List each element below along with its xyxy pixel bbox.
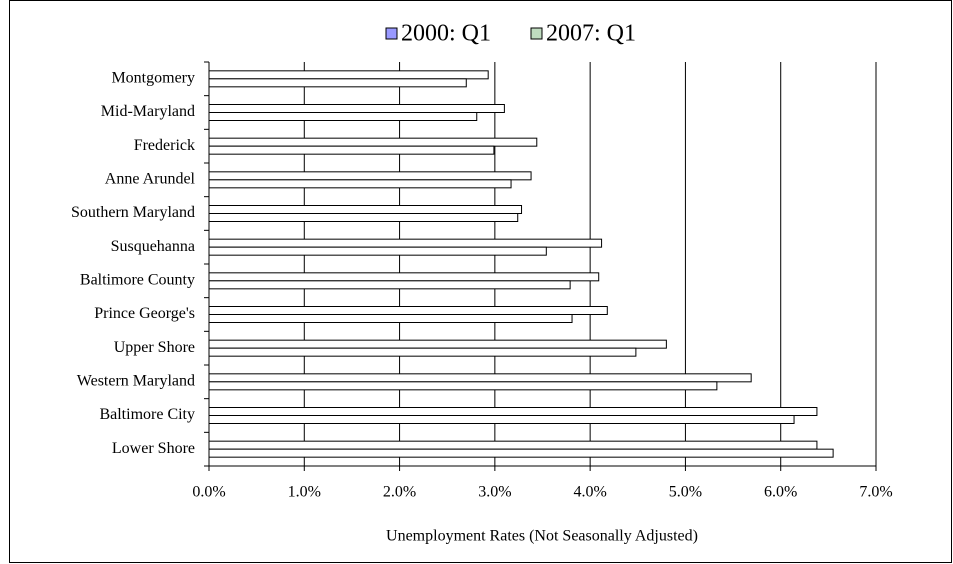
y-tick-label: Frederick: [134, 137, 195, 154]
bar: [208, 339, 667, 349]
bar: [208, 347, 637, 357]
x-tick-label: 6.0%: [764, 484, 797, 501]
legend-swatch: [530, 27, 543, 40]
bar: [208, 213, 519, 222]
bar: [208, 171, 532, 181]
y-tick-label: Baltimore County: [80, 272, 195, 289]
bar: [208, 238, 603, 248]
y-tick-label: Susquehanna: [111, 238, 195, 255]
x-tick-label: 1.0%: [288, 484, 321, 501]
bar: [208, 314, 573, 323]
bar: [208, 440, 818, 450]
bar: [208, 306, 608, 315]
y-tick-label: Lower Shore: [112, 440, 195, 457]
bar: [208, 78, 467, 88]
x-tick-label: 2.0%: [383, 484, 416, 501]
y-tick-label: Prince George's: [94, 305, 195, 322]
x-tick-label: 4.0%: [573, 484, 606, 501]
x-tick-label: 0.0%: [192, 484, 225, 501]
x-tick-label: 3.0%: [478, 484, 511, 501]
legend-label: 2007: Q1: [546, 21, 636, 47]
bar: [208, 70, 489, 80]
legend-swatch: [385, 27, 398, 40]
y-tick-label: Southern Maryland: [71, 204, 195, 221]
bar: [208, 205, 523, 214]
x-tick-label: 7.0%: [859, 484, 892, 501]
bar: [208, 448, 834, 458]
bar: [208, 145, 495, 155]
bar: [208, 415, 795, 424]
bar: [208, 373, 752, 383]
bar: [208, 272, 600, 282]
y-tick-label: Mid-Maryland: [101, 103, 195, 120]
x-axis-title: Unemployment Rates (Not Seasonally Adjus…: [386, 528, 698, 545]
bar: [208, 112, 478, 121]
bar: [208, 137, 538, 147]
bar: [208, 280, 571, 290]
y-tick-label: Anne Arundel: [105, 171, 196, 188]
y-tick-label: Upper Shore: [114, 339, 195, 356]
y-tick-label: Montgomery: [111, 70, 195, 87]
bar: [208, 179, 512, 189]
y-tick-label: Western Maryland: [77, 373, 195, 390]
legend-label: 2000: Q1: [401, 21, 491, 47]
y-tick-label: Baltimore City: [99, 406, 195, 423]
bar: [208, 381, 718, 391]
bar: [208, 407, 818, 416]
x-tick-label: 5.0%: [669, 484, 702, 501]
bar: [208, 104, 505, 113]
bar: [208, 246, 547, 256]
